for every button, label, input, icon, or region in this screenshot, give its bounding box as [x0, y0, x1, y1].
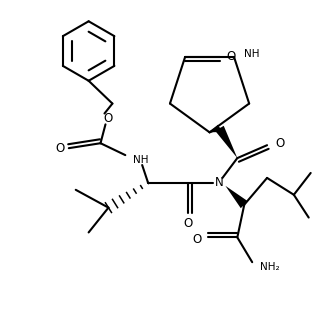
Text: O: O: [104, 112, 113, 125]
Text: O: O: [183, 217, 192, 230]
Text: NH: NH: [244, 49, 260, 59]
Text: NH: NH: [133, 155, 149, 165]
Text: NH₂: NH₂: [260, 262, 280, 272]
Polygon shape: [210, 125, 221, 132]
Text: O: O: [275, 137, 284, 150]
Polygon shape: [225, 186, 248, 208]
Polygon shape: [215, 126, 237, 158]
Text: N: N: [215, 176, 224, 190]
Text: O: O: [55, 142, 65, 155]
Text: O: O: [192, 233, 201, 246]
Text: O: O: [226, 50, 235, 64]
